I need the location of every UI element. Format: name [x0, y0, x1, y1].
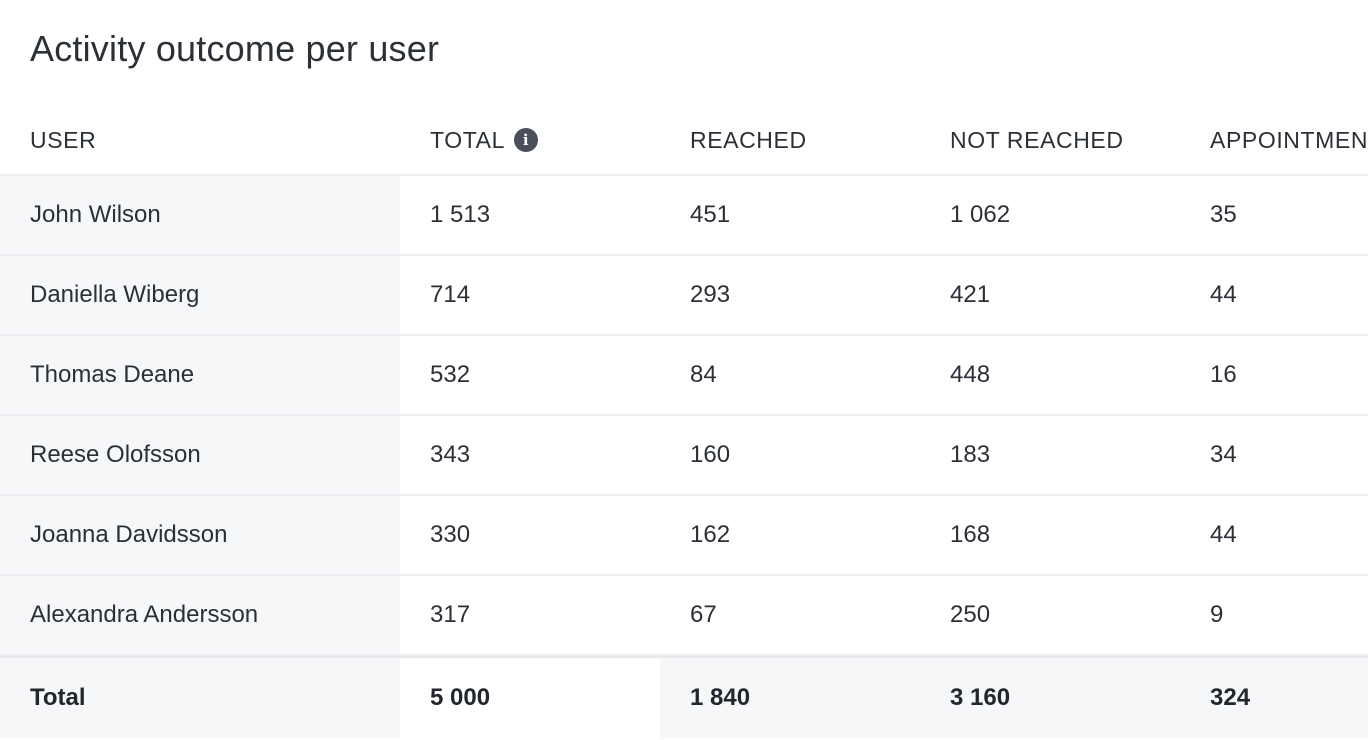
cell-total: 714	[430, 281, 471, 308]
cell-appointments: 16	[1210, 361, 1237, 388]
column-header-appointments[interactable]: APPOINTMEN	[1180, 100, 1368, 174]
cell-total: 317	[430, 601, 471, 628]
table-row: John Wilson 1 513 451 1 062 35	[0, 176, 1368, 256]
cell-reached: 293	[690, 281, 731, 308]
table-row: Reese Olofsson 343 160 183 34	[0, 416, 1368, 496]
cell-user: Thomas Deane	[0, 336, 400, 414]
cell-user: Daniella Wiberg	[0, 256, 400, 334]
column-header-not-reached-label: NOT REACHED	[950, 126, 1124, 153]
column-header-total[interactable]: TOTAL i	[400, 100, 660, 174]
table-row: Alexandra Andersson 317 67 250 9	[0, 576, 1368, 656]
table-total-row: Total 5 000 1 840 3 160 324	[0, 656, 1368, 738]
cell-reached: 67	[690, 601, 717, 628]
table-row: Daniella Wiberg 714 293 421 44	[0, 256, 1368, 336]
cell-total: 1 513	[430, 201, 491, 228]
activity-outcome-table: USER TOTAL i REACHED NOT REACHED APPOINT…	[0, 100, 1368, 738]
column-header-total-label: TOTAL	[430, 126, 505, 153]
info-icon[interactable]: i	[514, 128, 538, 152]
cell-not-reached: 448	[950, 361, 991, 388]
cell-user: Joanna Davidsson	[0, 496, 400, 574]
column-header-not-reached[interactable]: NOT REACHED	[920, 100, 1180, 174]
table-row: Joanna Davidsson 330 162 168 44	[0, 496, 1368, 576]
column-header-user[interactable]: USER	[0, 100, 400, 174]
cell-user: Alexandra Andersson	[0, 576, 400, 654]
cell-not-reached: 168	[950, 521, 991, 548]
total-value-total: 5 000	[430, 684, 491, 711]
table-header-row: USER TOTAL i REACHED NOT REACHED APPOINT…	[0, 100, 1368, 176]
table-row: Thomas Deane 532 84 448 16	[0, 336, 1368, 416]
column-header-user-label: USER	[30, 126, 97, 153]
cell-reached: 162	[690, 521, 731, 548]
column-header-appointments-label: APPOINTMEN	[1210, 126, 1368, 153]
cell-appointments: 44	[1210, 521, 1237, 548]
cell-not-reached: 183	[950, 441, 991, 468]
cell-user: John Wilson	[0, 176, 400, 254]
total-value-not-reached: 3 160	[920, 658, 1180, 738]
cell-not-reached: 421	[950, 281, 991, 308]
cell-reached: 451	[690, 201, 731, 228]
cell-not-reached: 1 062	[950, 201, 1011, 228]
cell-appointments: 9	[1210, 601, 1224, 628]
total-value-appointments: 324	[1180, 658, 1368, 738]
page-title: Activity outcome per user	[30, 28, 440, 69]
cell-appointments: 34	[1210, 441, 1237, 468]
cell-user: Reese Olofsson	[0, 416, 400, 494]
cell-appointments: 44	[1210, 281, 1237, 308]
cell-not-reached: 250	[950, 601, 991, 628]
cell-reached: 160	[690, 441, 731, 468]
total-label: Total	[0, 658, 400, 738]
column-header-reached-label: REACHED	[690, 126, 807, 153]
cell-appointments: 35	[1210, 201, 1237, 228]
column-header-reached[interactable]: REACHED	[660, 100, 920, 174]
cell-reached: 84	[690, 361, 717, 388]
total-value-reached: 1 840	[660, 658, 920, 738]
cell-total: 532	[430, 361, 471, 388]
cell-total: 330	[430, 521, 471, 548]
cell-total: 343	[430, 441, 471, 468]
